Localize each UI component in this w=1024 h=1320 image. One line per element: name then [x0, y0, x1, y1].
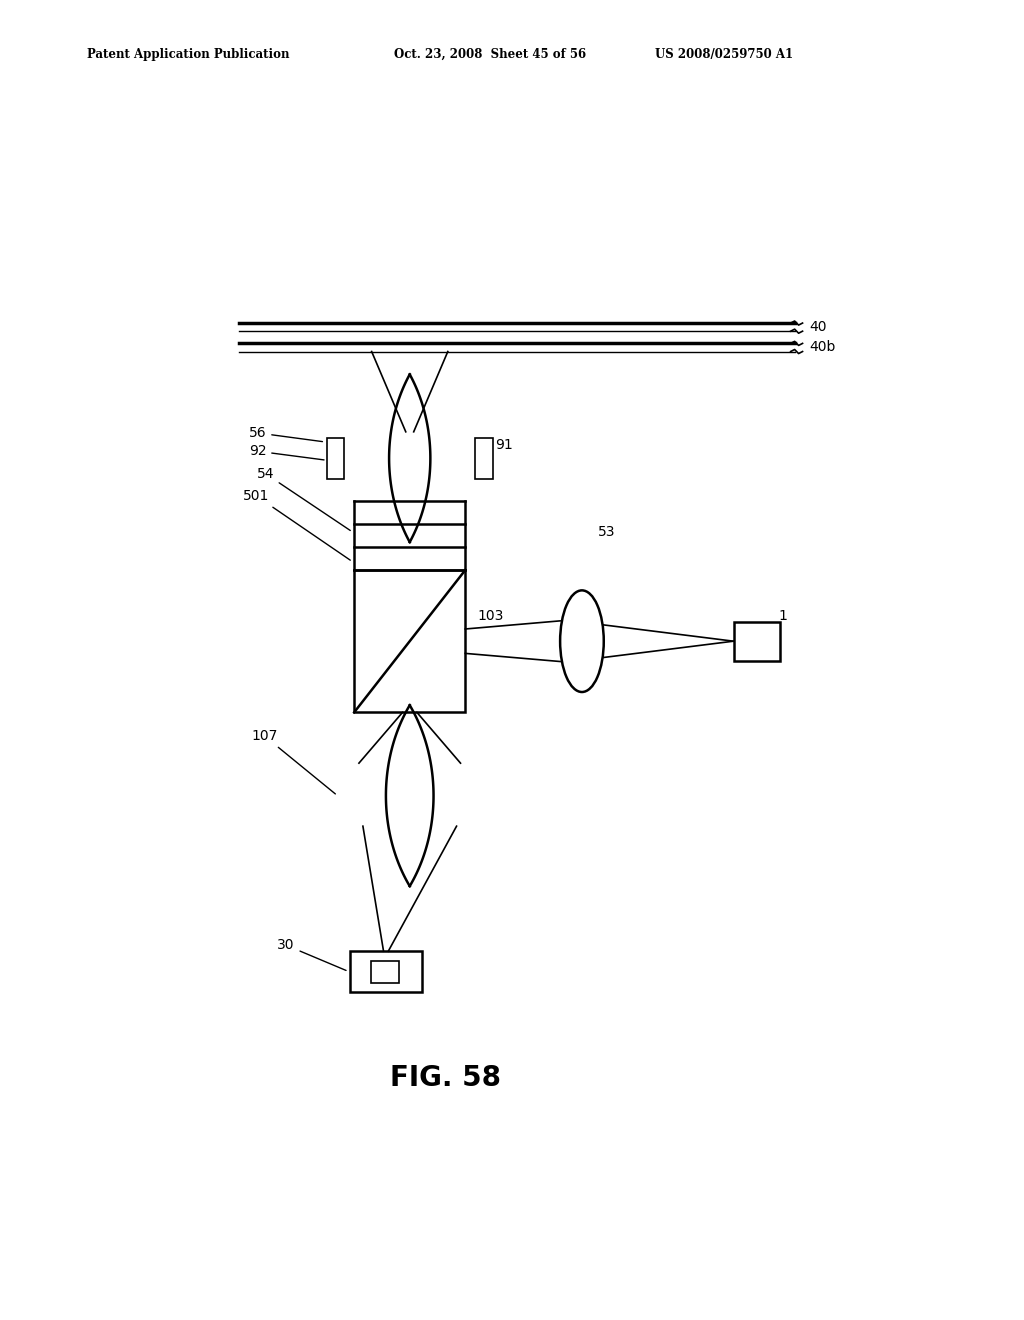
Text: 56: 56 [249, 426, 323, 442]
Bar [475, 438, 493, 479]
Text: 107: 107 [251, 729, 336, 793]
Text: 53: 53 [598, 525, 615, 540]
Text: 1: 1 [778, 609, 787, 623]
Text: 40b: 40b [809, 341, 836, 355]
Text: US 2008/0259750 A1: US 2008/0259750 A1 [655, 48, 794, 61]
Text: 92: 92 [249, 445, 324, 459]
Text: 30: 30 [278, 939, 346, 970]
Text: 54: 54 [257, 466, 350, 531]
Bar [733, 622, 779, 660]
Text: FIG. 58: FIG. 58 [390, 1064, 501, 1092]
Text: 40: 40 [809, 321, 826, 334]
Bar [372, 961, 399, 983]
Bar [350, 952, 422, 991]
Bar [327, 438, 344, 479]
Text: 103: 103 [477, 609, 504, 623]
Text: Oct. 23, 2008  Sheet 45 of 56: Oct. 23, 2008 Sheet 45 of 56 [394, 48, 587, 61]
Text: Patent Application Publication: Patent Application Publication [87, 48, 290, 61]
Bar [354, 570, 465, 713]
Text: 501: 501 [243, 488, 350, 560]
Text: 91: 91 [496, 438, 513, 451]
